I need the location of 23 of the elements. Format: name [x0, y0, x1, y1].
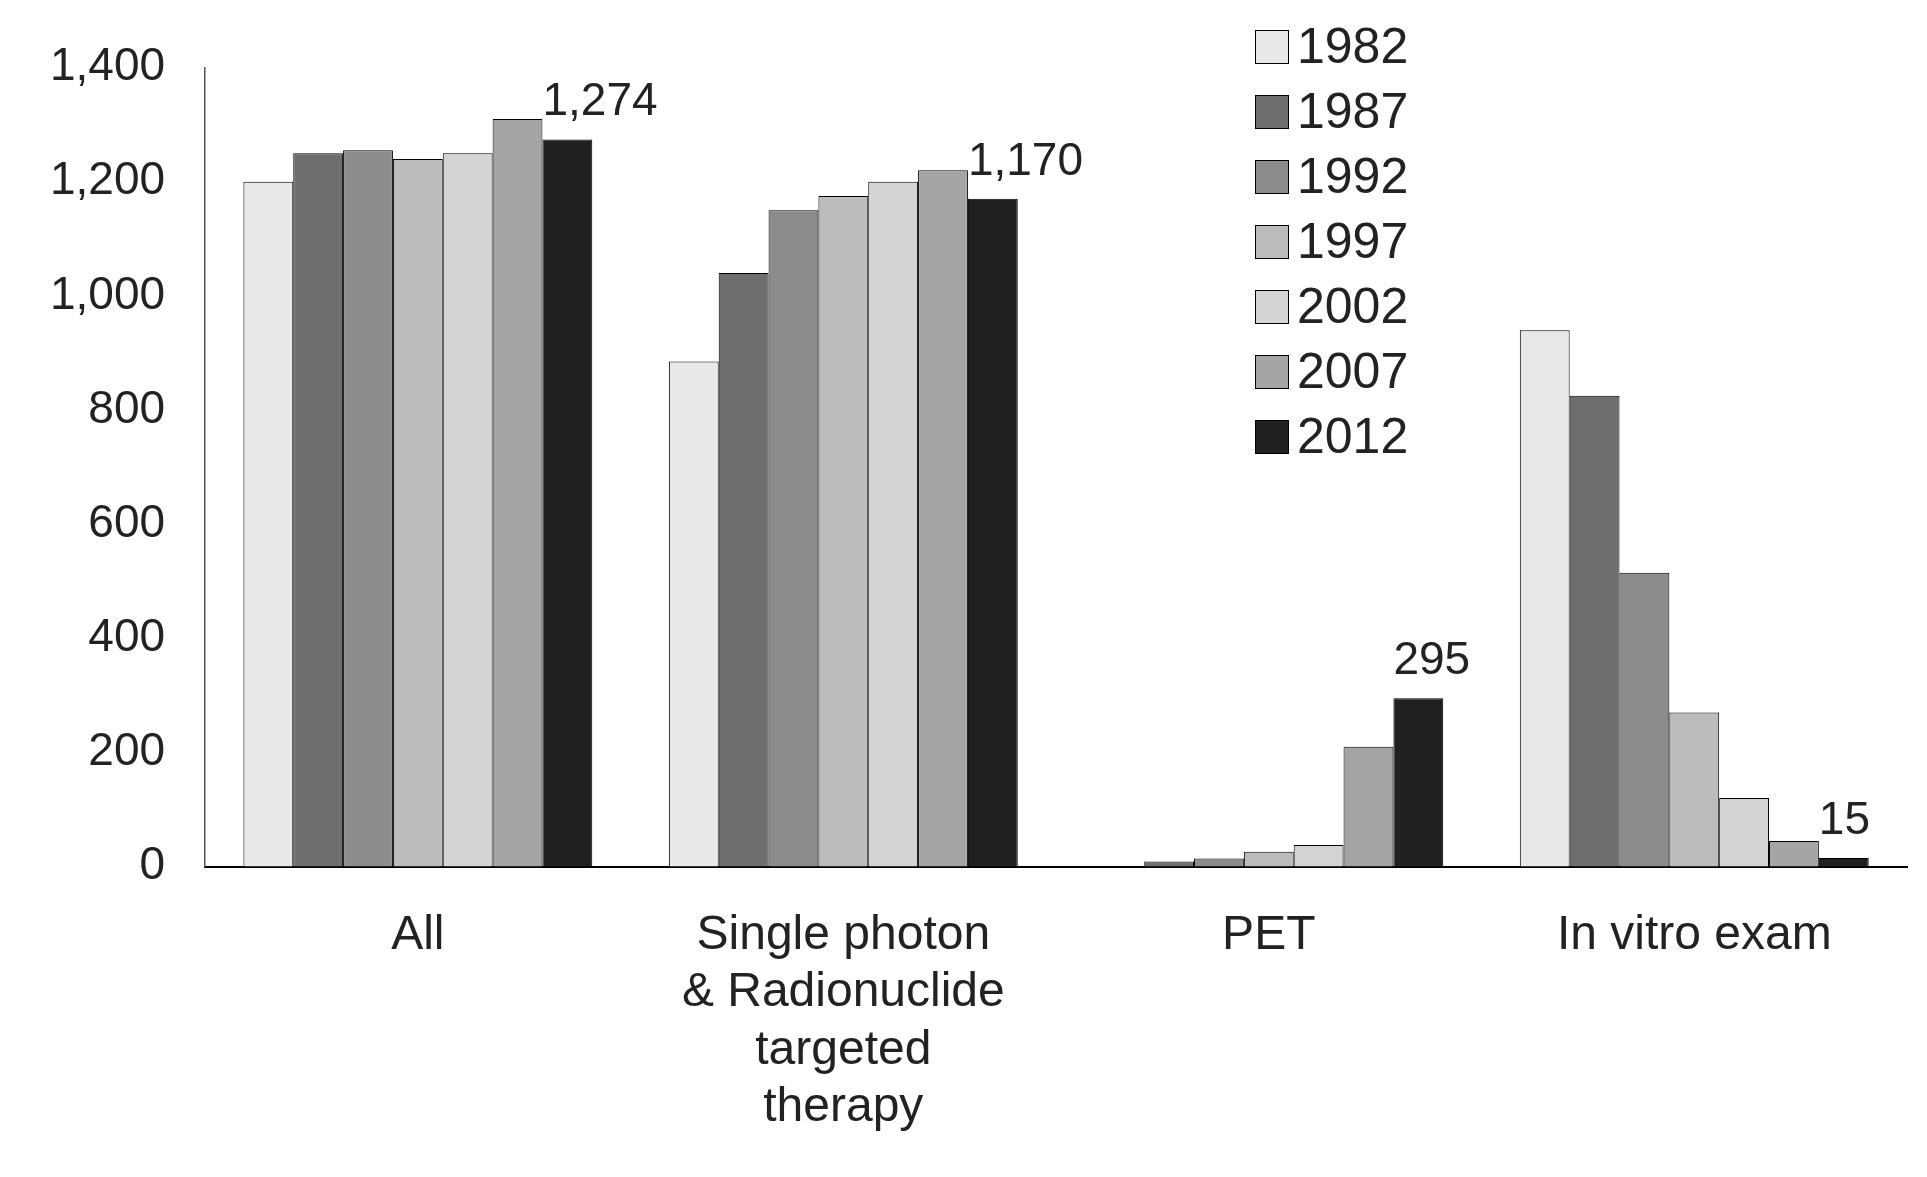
y-tick-label: 600	[88, 494, 166, 547]
data-label: 1,170	[967, 132, 1084, 185]
data-label: 1,274	[542, 73, 658, 126]
data-label: 15	[1818, 791, 1871, 844]
legend-label: 2002	[1297, 277, 1409, 336]
legend-label: 1997	[1297, 212, 1409, 271]
y-tick-label: 400	[88, 609, 166, 661]
legend-label: 2012	[1297, 407, 1409, 466]
data-label: 295	[1393, 631, 1471, 684]
y-tick-label: 1,400	[49, 38, 166, 91]
legend-label: 1987	[1297, 82, 1409, 141]
x-tick-label: In vitro exam	[1556, 905, 1832, 959]
legend-label: 2007	[1297, 342, 1409, 401]
x-tick-label: PET	[1222, 905, 1316, 959]
y-tick-label: 1,200	[49, 152, 166, 205]
x-tick-label: All	[391, 905, 445, 959]
y-tick-label: 1,000	[49, 266, 166, 319]
y-tick-label: 0	[139, 837, 166, 890]
legend-label: 1982	[1297, 17, 1409, 76]
y-tick-label: 200	[88, 723, 166, 776]
legend-label: 1992	[1297, 147, 1409, 206]
x-tick-label: Single photon & Radionuclide targeted therapy	[681, 905, 1005, 1132]
y-tick-label: 800	[88, 380, 166, 433]
